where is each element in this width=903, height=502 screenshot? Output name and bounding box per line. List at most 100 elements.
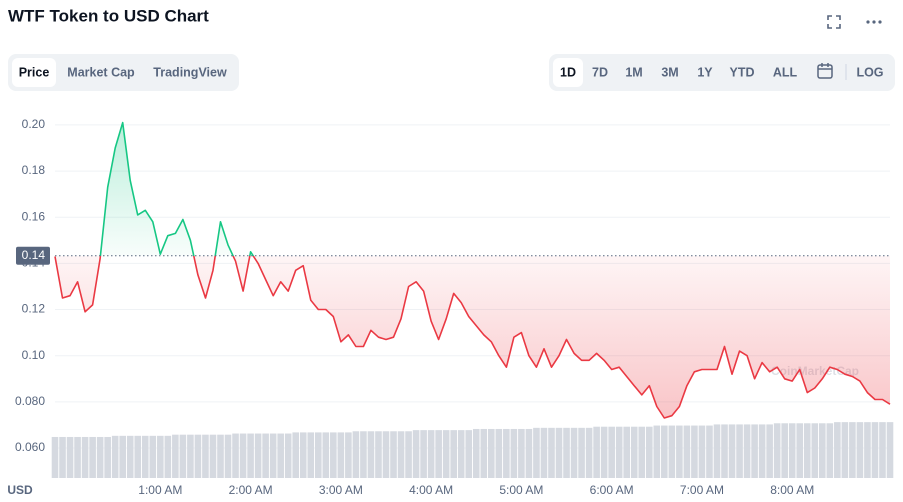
range-button[interactable]: 1D: [560, 65, 576, 79]
volume-bar: [608, 426, 615, 478]
currency-label: USD: [7, 483, 33, 497]
y-tick-label: 0.20: [22, 117, 46, 131]
volume-bar: [773, 423, 781, 478]
volume-bar: [533, 427, 540, 478]
volume-bar: [758, 424, 766, 478]
volume-bar: [856, 422, 864, 478]
range-button[interactable]: YTD: [730, 65, 755, 79]
volume-bar: [134, 435, 142, 478]
volume-bar: [751, 424, 758, 478]
volume-bar: [668, 425, 676, 478]
volume-bar: [292, 432, 300, 478]
volume-bar: [262, 433, 269, 478]
y-tick-label: 0.060: [15, 440, 45, 454]
volume-bar: [412, 430, 420, 478]
tab[interactable]: Price: [19, 65, 50, 79]
tab-selected: [12, 58, 56, 87]
volume-bar: [788, 423, 796, 478]
volume-bar: [653, 425, 661, 478]
volume-bar: [111, 435, 119, 478]
volume-bar: [457, 430, 465, 478]
volume-bar: [661, 425, 668, 478]
volume-bar: [345, 432, 352, 478]
tab-group: [8, 54, 239, 91]
volume-bar: [518, 428, 525, 478]
volume-bar: [96, 436, 104, 478]
volume-bar: [525, 428, 533, 478]
volume-bar: [149, 435, 157, 478]
volume-bar: [803, 423, 811, 478]
volume-bar: [375, 431, 382, 478]
volume-bar: [299, 432, 307, 478]
volume-bar: [322, 432, 330, 478]
range-button[interactable]: 3M: [661, 65, 678, 79]
volume-bar: [104, 436, 111, 478]
volume-bar: [382, 431, 390, 478]
volume-bar: [510, 428, 518, 478]
volume-bar: [224, 434, 232, 478]
volume-bar: [277, 433, 284, 478]
reference-label-bg: [16, 246, 50, 265]
volume-bar: [879, 422, 886, 478]
range-button[interactable]: 1Y: [697, 65, 713, 79]
volume-bar: [179, 434, 187, 478]
volume-bar: [555, 427, 563, 478]
volume-bar: [284, 433, 292, 478]
volume-bar: [254, 433, 262, 478]
volume-bar: [74, 436, 81, 478]
volume-bar: [548, 427, 555, 478]
volume-bar: [442, 430, 450, 478]
reference-label: 0.14: [22, 248, 46, 262]
volume-bar: [367, 431, 375, 478]
y-tick-label: 0.16: [22, 209, 46, 223]
volume-bar: [390, 431, 397, 478]
volume-bar: [232, 433, 239, 478]
volume-bar: [239, 433, 247, 478]
tab[interactable]: Market Cap: [67, 65, 135, 79]
x-tick-label: 6:00 AM: [590, 483, 634, 497]
volume-bar: [818, 423, 826, 478]
range-button[interactable]: 7D: [592, 65, 608, 79]
log-button[interactable]: LOG: [856, 65, 883, 79]
price-area: [55, 122, 890, 418]
volume-bar: [645, 426, 653, 478]
volume-bar: [781, 423, 788, 478]
range-button[interactable]: 1M: [625, 65, 642, 79]
range-selected: [553, 58, 583, 87]
range-button[interactable]: ALL: [773, 65, 798, 79]
calendar-icon[interactable]: [817, 63, 833, 79]
volume-bar: [352, 431, 360, 478]
volume-bar: [420, 430, 427, 478]
volume-bar: [172, 434, 179, 478]
volume-bar: [330, 432, 337, 478]
volume-bar: [217, 434, 224, 478]
fullscreen-icon[interactable]: [827, 15, 841, 29]
volume-bar: [570, 427, 578, 478]
volume-bar: [89, 436, 96, 478]
more-icon[interactable]: [866, 20, 882, 24]
volume-bar: [691, 425, 698, 478]
volume-bar: [247, 433, 254, 478]
volume-bar: [683, 425, 691, 478]
volume-bar: [59, 436, 66, 478]
volume-bar: [849, 422, 856, 478]
x-tick-label: 4:00 AM: [409, 483, 453, 497]
volume-bar: [187, 434, 194, 478]
volume-bar: [713, 424, 721, 478]
volume-bar: [126, 435, 134, 478]
x-tick-label: 5:00 AM: [499, 483, 543, 497]
volume-bar: [811, 423, 819, 478]
volume-bar: [435, 430, 442, 478]
volume-bar: [728, 424, 736, 478]
volume-bar: [194, 434, 202, 478]
volume-bar: [164, 435, 172, 478]
volume-bar: [796, 423, 804, 478]
volume-bar: [593, 426, 600, 478]
tab[interactable]: TradingView: [153, 65, 227, 79]
volume-bar: [638, 426, 646, 478]
x-tick-label: 3:00 AM: [319, 483, 363, 497]
x-tick-label: 1:00 AM: [138, 483, 182, 497]
volume-bar: [405, 431, 412, 478]
volume-bar: [202, 434, 209, 478]
